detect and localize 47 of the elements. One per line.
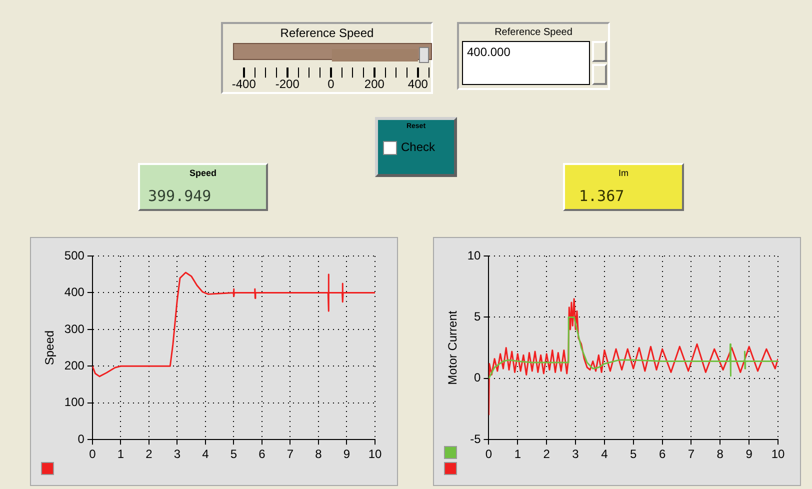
x-tick-label: 7: [286, 447, 294, 462]
text: Speed: [188, 168, 218, 178]
text: Reference Speed: [494, 27, 574, 38]
y-tick-label: 100: [64, 395, 85, 410]
x-tick-label: 9: [746, 447, 753, 462]
x-tick-label: 5: [230, 447, 238, 462]
text: Check: [401, 140, 436, 154]
text: 400.000: [467, 45, 510, 59]
x-tick-label: -400: [232, 77, 256, 92]
x-tick-label: 400: [408, 77, 428, 92]
x-tick-label: 0: [328, 77, 335, 92]
text: Im: [618, 168, 630, 178]
x-tick-label: 0: [485, 447, 492, 462]
x-tick-label: 3: [174, 447, 181, 462]
x-tick-label: -200: [275, 77, 300, 92]
x-tick-label: 7: [688, 447, 695, 462]
y-tick-label: 500: [64, 248, 85, 262]
chart-title: Reference Speed: [279, 26, 375, 40]
x-tick-label: 4: [202, 447, 210, 462]
x-tick-label: 2: [543, 447, 550, 462]
x-tick-label: 200: [364, 77, 385, 92]
x-tick-label: 2: [146, 447, 153, 462]
y-tick-label: 400: [64, 285, 85, 300]
x-tick-label: 6: [258, 447, 266, 462]
x-tick-label: 8: [315, 447, 322, 462]
x-tick-label: 9: [343, 447, 350, 462]
y-tick-label: 5: [474, 310, 482, 324]
x-tick-label: 10: [368, 447, 382, 462]
y-tick-label: 300: [64, 322, 85, 336]
text: 1.367: [579, 187, 624, 205]
x-tick-label: 5: [630, 447, 638, 462]
y-axis-title: Motor Current: [446, 310, 460, 385]
y-tick-label: 0: [78, 432, 85, 446]
x-tick-label: 10: [771, 447, 785, 462]
x-tick-label: 4: [601, 447, 608, 462]
x-tick-label: 0: [89, 447, 96, 462]
x-tick-label: 8: [716, 447, 724, 462]
y-axis-title: Speed: [42, 330, 57, 366]
x-tick-label: 1: [117, 447, 124, 462]
y-tick-label: 0: [474, 370, 482, 385]
y-tick-label: 200: [64, 358, 85, 372]
x-tick-label: 3: [572, 447, 580, 462]
y-tick-label: 10: [467, 248, 482, 262]
x-tick-label: 6: [658, 447, 666, 462]
y-tick-label: -5: [470, 432, 482, 446]
x-tick-label: 1: [514, 447, 522, 462]
text: 399.949: [148, 187, 212, 205]
